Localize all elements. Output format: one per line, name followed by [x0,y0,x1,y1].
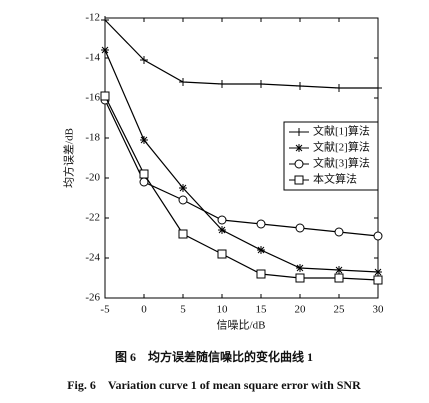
y-tick-label: -20 [85,172,100,184]
series-line [104,19,378,89]
x-tick-label: 5 [180,304,186,316]
point [178,229,188,239]
point [140,56,148,64]
y-axis-label: 均方误差/dB [62,128,76,188]
legend-label: 文献[3]算法 [313,156,370,170]
y-tick-label: -26 [85,292,100,304]
x-tick-label: 10 [217,304,229,316]
point [334,227,344,237]
point [178,195,188,205]
x-tick-label: 30 [373,304,385,316]
caption-cn: 图 6 均方误差随信噪比的变化曲线 1 [115,349,313,364]
point [179,184,187,192]
x-tick-label: 0 [141,304,147,316]
legend-label: 本文算法 [313,172,357,186]
point [295,273,305,283]
point [101,16,109,24]
y-tick-label: -16 [85,92,100,104]
legend-label: 文献[1]算法 [313,124,370,138]
point [334,273,344,283]
x-tick-label: 20 [295,304,307,316]
point [256,219,266,229]
x-tick-label: 15 [256,304,268,316]
series-line [104,95,379,281]
y-tick-label: -22 [85,212,100,224]
point [296,264,304,272]
point [139,177,149,187]
point [374,84,382,92]
legend-marker [295,128,303,136]
point [179,78,187,86]
point [101,46,109,54]
point [335,266,343,274]
point [256,269,266,279]
series-line [104,49,379,273]
point [140,136,148,144]
point [218,80,226,88]
x-tick-label: 25 [334,304,346,316]
point [217,249,227,259]
y-tick-label: -12 [85,12,100,24]
x-tick-label: -5 [100,304,110,316]
point [217,215,227,225]
point [139,169,149,179]
point [257,80,265,88]
legend-marker [295,144,303,152]
legend-marker [294,175,304,185]
legend-marker [294,159,304,169]
caption-en: Fig. 6 Variation curve 1 of mean square … [67,378,361,392]
point [295,223,305,233]
point [374,268,382,276]
y-tick-label: -18 [85,132,100,144]
y-tick-label: -24 [85,252,100,264]
point [373,231,383,241]
point [100,91,110,101]
point [373,275,383,285]
point [335,84,343,92]
x-axis-label: 信噪比/dB [217,319,266,332]
point [257,246,265,254]
legend-label: 文献[2]算法 [313,140,370,154]
point [296,82,304,90]
point [218,226,226,234]
y-tick-label: -14 [85,52,100,64]
